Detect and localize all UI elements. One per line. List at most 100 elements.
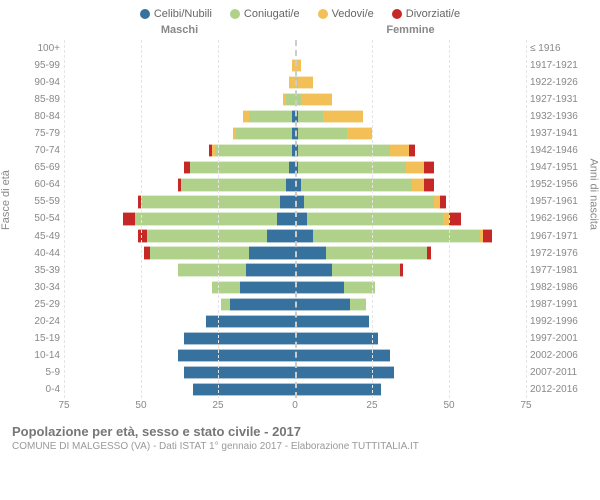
age-label: 35-39 <box>20 265 60 276</box>
age-label: 30-34 <box>20 282 60 293</box>
age-label: 100+ <box>20 43 60 54</box>
segment <box>295 229 313 242</box>
segment <box>141 195 280 208</box>
segment <box>184 366 295 379</box>
bar-male <box>64 144 295 157</box>
bar-male <box>64 298 295 311</box>
segment <box>267 229 295 242</box>
segment <box>483 229 492 242</box>
legend-swatch <box>230 9 240 19</box>
year-label: 1942-1946 <box>530 145 586 156</box>
bar-male <box>64 212 295 225</box>
legend: Celibi/NubiliConiugati/eVedovi/eDivorzia… <box>12 8 588 20</box>
segment <box>390 144 408 157</box>
year-label: 2007-2011 <box>530 367 586 378</box>
bar-female <box>295 76 526 89</box>
center-axis-line <box>295 40 297 398</box>
bar-female <box>295 178 526 191</box>
plot-area: Fasce di età Anni di nascita 100+≤ 19169… <box>12 40 588 420</box>
segment <box>215 144 292 157</box>
year-label: 1952-1956 <box>530 179 586 190</box>
x-tick: 75 <box>520 400 531 411</box>
age-label: 0-4 <box>20 384 60 395</box>
bar-male <box>64 366 295 379</box>
segment <box>181 178 286 191</box>
segment <box>277 212 295 225</box>
segment <box>286 178 295 191</box>
segment <box>323 110 363 123</box>
bar-female <box>295 366 526 379</box>
segment <box>412 178 424 191</box>
x-tick: 50 <box>443 400 454 411</box>
bar-female <box>295 110 526 123</box>
segment <box>138 229 147 242</box>
segment <box>304 195 433 208</box>
gridline <box>64 40 65 398</box>
segment <box>449 212 461 225</box>
age-label: 50-54 <box>20 213 60 224</box>
year-label: 1932-1936 <box>530 111 586 122</box>
bar-female <box>295 315 526 328</box>
year-label: 1972-1976 <box>530 248 586 259</box>
segment <box>406 161 424 174</box>
bar-male <box>64 383 295 396</box>
bar-female <box>295 229 526 242</box>
gridline <box>141 40 142 398</box>
bar-male <box>64 315 295 328</box>
segment <box>409 144 415 157</box>
age-label: 5-9 <box>20 367 60 378</box>
chart-title: Popolazione per età, sesso e stato civil… <box>12 424 588 439</box>
header-females: Femmine <box>295 24 526 36</box>
bar-female <box>295 161 526 174</box>
segment <box>123 212 135 225</box>
segment <box>184 332 295 345</box>
segment <box>400 263 403 276</box>
segment <box>307 212 443 225</box>
bar-male <box>64 281 295 294</box>
year-label: 1992-1996 <box>530 316 586 327</box>
segment <box>190 161 289 174</box>
segment <box>298 161 406 174</box>
legend-item: Coniugati/e <box>230 8 300 20</box>
legend-swatch <box>318 9 328 19</box>
bar-female <box>295 383 526 396</box>
segment <box>212 281 240 294</box>
population-pyramid-chart: Celibi/NubiliConiugati/eVedovi/eDivorzia… <box>0 0 600 500</box>
segment <box>301 93 332 106</box>
segment <box>147 229 267 242</box>
segment <box>295 383 381 396</box>
segment <box>280 195 295 208</box>
x-tick: 25 <box>212 400 223 411</box>
segment <box>295 315 369 328</box>
segment <box>332 263 400 276</box>
bar-female <box>295 349 526 362</box>
legend-item: Divorziati/e <box>392 8 460 20</box>
bar-female <box>295 246 526 259</box>
segment <box>193 383 295 396</box>
year-label: 1967-1971 <box>530 231 586 242</box>
year-label: 1977-1981 <box>530 265 586 276</box>
year-label: 1987-1991 <box>530 299 586 310</box>
y-axis-right-title: Anni di nascita <box>588 158 600 230</box>
segment <box>298 127 347 140</box>
year-label: 1962-1966 <box>530 213 586 224</box>
x-tick: 0 <box>292 400 298 411</box>
age-label: 85-89 <box>20 94 60 105</box>
bar-male <box>64 110 295 123</box>
year-label: ≤ 1916 <box>530 43 586 54</box>
gridline <box>526 40 527 398</box>
bar-male <box>64 127 295 140</box>
segment <box>295 281 344 294</box>
age-label: 75-79 <box>20 128 60 139</box>
age-label: 10-14 <box>20 350 60 361</box>
year-label: 1917-1921 <box>530 60 586 71</box>
legend-swatch <box>392 9 402 19</box>
year-label: 1922-1926 <box>530 77 586 88</box>
bar-male <box>64 161 295 174</box>
segment <box>249 110 292 123</box>
chart-subtitle: COMUNE DI MALGESSO (VA) - Dati ISTAT 1° … <box>12 441 588 452</box>
bar-female <box>295 144 526 157</box>
age-label: 95-99 <box>20 60 60 71</box>
segment <box>230 298 295 311</box>
legend-label: Coniugati/e <box>244 8 300 20</box>
